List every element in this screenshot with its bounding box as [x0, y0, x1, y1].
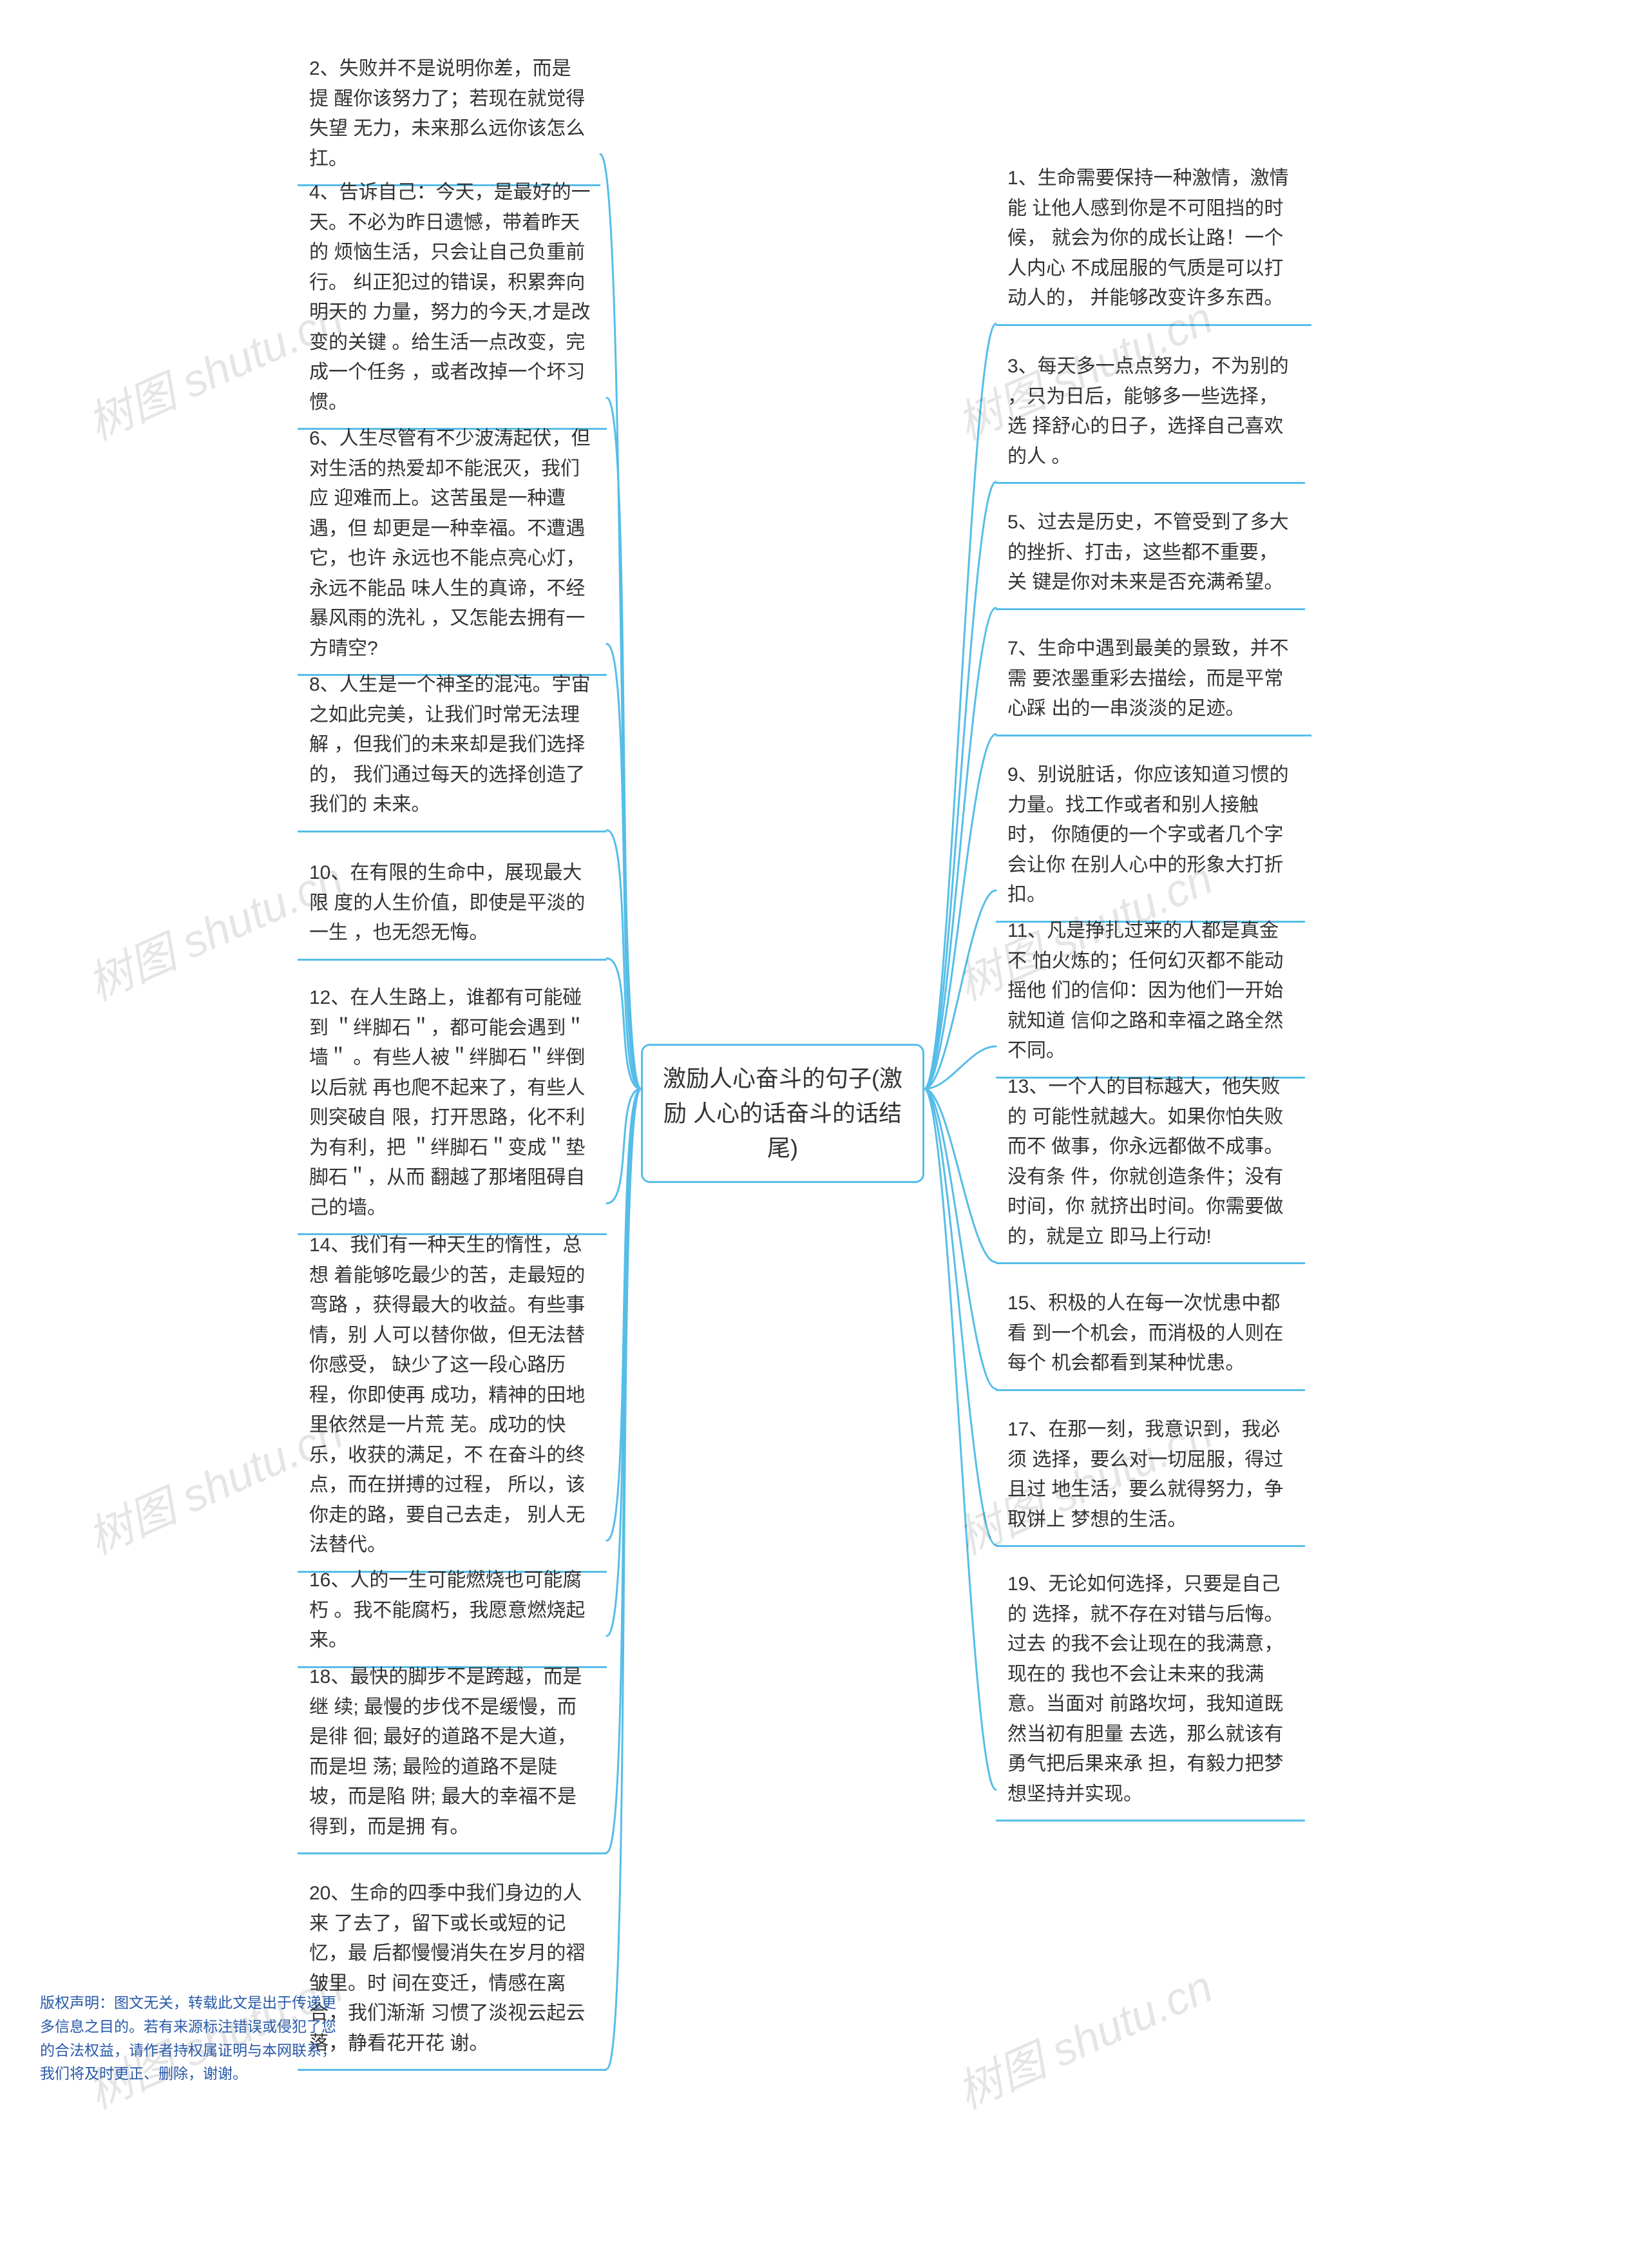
- mindmap-container: 激励人心奋斗的句子(激励 人心的话奋斗的话结尾) 2、失败并不是说明你差，而是提…: [0, 0, 1649, 2268]
- left-node: 14、我们有一种天生的惰性，总想 着能够吃最少的苦，走最短的弯路 ，获得最大的收…: [298, 1223, 607, 1573]
- left-node: 20、生命的四季中我们身边的人来 了去了，留下或长或短的记忆，最 后都慢慢消失在…: [298, 1871, 607, 2071]
- copyright-notice: 版权声明：图文无关，转载此文是出于传递更 多信息之目的。若有来源标注错误或侵犯了…: [40, 1991, 336, 2086]
- left-node: 2、失败并不是说明你差，而是提 醒你该努力了；若现在就觉得失望 无力，未来那么远…: [298, 46, 600, 186]
- right-node: 3、每天多一点点努力，不为别的 ，只为日后，能够多一些选择，选 择舒心的日子，选…: [996, 344, 1305, 484]
- right-node: 13、一个人的目标越大，他失败的 可能性就越大。如果你怕失败而不 做事，你永远都…: [996, 1064, 1305, 1264]
- left-node: 8、人生是一个神圣的混沌。宇宙 之如此完美，让我们时常无法理解 ，但我们的未来却…: [298, 662, 607, 832]
- right-node: 19、无论如何选择，只要是自己的 选择，就不存在对错与后悔。过去 的我不会让现在…: [996, 1562, 1305, 1821]
- right-node: 15、积极的人在每一次忧患中都看 到一个机会，而消极的人则在每个 机会都看到某种…: [996, 1281, 1305, 1391]
- right-node: 17、在那一刻，我意识到，我必须 选择，要么对一切屈服，得过且过 地生活，要么就…: [996, 1407, 1305, 1547]
- right-node: 1、生命需要保持一种激情，激情能 让他人感到你是不可阻挡的时候， 就会为你的成长…: [996, 156, 1311, 326]
- left-node: 6、人生尽管有不少波涛起伏，但 对生活的热爱却不能泯灭，我们应 迎难而上。这苦虽…: [298, 416, 607, 676]
- right-node: 11、凡是挣扎过来的人都是真金不 怕火炼的；任何幻灭都不能动摇他 们的信仰：因为…: [996, 908, 1305, 1079]
- left-node: 12、在人生路上，谁都有可能碰到 ＂绊脚石＂，都可能会遇到＂墙＂ 。有些人被＂绊…: [298, 975, 607, 1235]
- watermark: 树图 shutu.cn: [946, 1951, 1221, 2122]
- right-node: 5、过去是历史，不管受到了多大 的挫折、打击，这些都不重要，关 键是你对未来是否…: [996, 500, 1305, 610]
- right-node: 9、别说脏话，你应该知道习惯的 力量。找工作或者和别人接触时， 你随便的一个字或…: [996, 753, 1305, 923]
- right-node: 7、生命中遇到最美的景致，并不需 要浓墨重彩去描绘，而是平常心踩 出的一串淡淡的…: [996, 626, 1311, 736]
- left-node: 10、在有限的生命中，展现最大限 度的人生价值，即使是平淡的一生 ，也无怨无悔。: [298, 850, 607, 961]
- left-node: 4、告诉自己：今天，是最好的一 天。不必为昨日遗憾，带着昨天的 烦恼生活，只会让…: [298, 170, 607, 430]
- left-node: 16、人的一生可能燃烧也可能腐朽 。我不能腐朽，我愿意燃烧起来。: [298, 1558, 607, 1668]
- left-node: 18、最快的脚步不是跨越，而是继 续; 最慢的步伐不是缓慢，而是徘 徊; 最好的…: [298, 1655, 607, 1854]
- center-node: 激励人心奋斗的句子(激励 人心的话奋斗的话结尾): [641, 1044, 924, 1183]
